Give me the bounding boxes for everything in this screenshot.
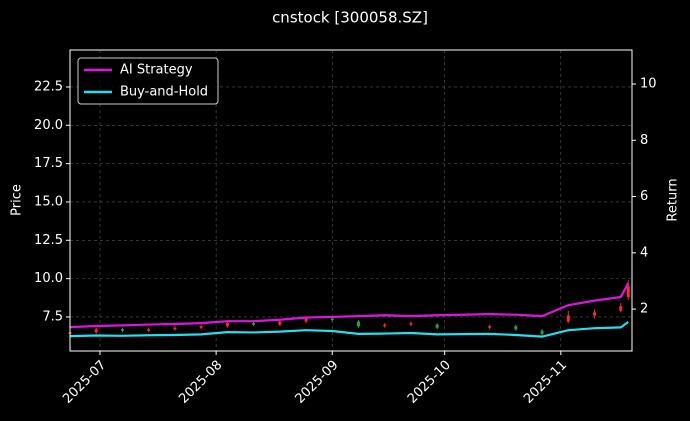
candle-body <box>383 324 387 327</box>
y-tick-label: 22.5 <box>34 79 63 94</box>
legend-box <box>77 57 219 105</box>
candle-body <box>593 312 597 316</box>
candle-body <box>409 323 413 325</box>
candle-body <box>356 321 360 327</box>
y2-tick-label: 10 <box>640 77 657 92</box>
candle-body <box>514 326 518 330</box>
plot-frame <box>69 49 633 352</box>
candle-body <box>435 324 439 328</box>
y-tick-label: 7.5 <box>42 309 63 324</box>
y-axis-label: Price <box>10 184 25 216</box>
legend-label: AI Strategy <box>120 63 193 78</box>
candle-body <box>225 323 229 327</box>
legend: AI Strategy Buy-and-Hold <box>77 57 219 105</box>
candle-body <box>120 329 124 331</box>
return-line <box>69 321 629 338</box>
candle-body <box>330 318 334 321</box>
candle-body <box>304 318 308 322</box>
candle-body <box>147 329 151 331</box>
chart-title: cnstock [300058.SZ] <box>272 9 428 27</box>
candle-body <box>626 286 630 298</box>
y2-tick-label: 4 <box>640 245 648 260</box>
candle-body <box>199 326 203 328</box>
candle-body <box>252 323 256 325</box>
y2-tick-label: 6 <box>640 189 648 204</box>
candle-body <box>94 329 98 333</box>
candle-body <box>173 327 177 330</box>
y2-axis-label: Return <box>666 178 681 221</box>
return-line <box>69 282 630 329</box>
y-tick-label: 20.0 <box>34 118 63 133</box>
y-tick-label: 12.5 <box>34 233 63 248</box>
y-tick-label: 15.0 <box>34 194 63 209</box>
y-tick-label: 17.5 <box>34 156 63 171</box>
candle-body <box>540 330 544 334</box>
candle-body <box>566 315 570 322</box>
y2-tick-label: 2 <box>640 302 648 317</box>
candle-body <box>488 326 492 328</box>
candle-body <box>278 321 282 325</box>
legend-label: Buy-and-Hold <box>120 85 208 100</box>
candle-body <box>619 306 623 311</box>
y-tick-label: 10.0 <box>34 271 63 286</box>
y2-tick-label: 8 <box>640 133 648 148</box>
